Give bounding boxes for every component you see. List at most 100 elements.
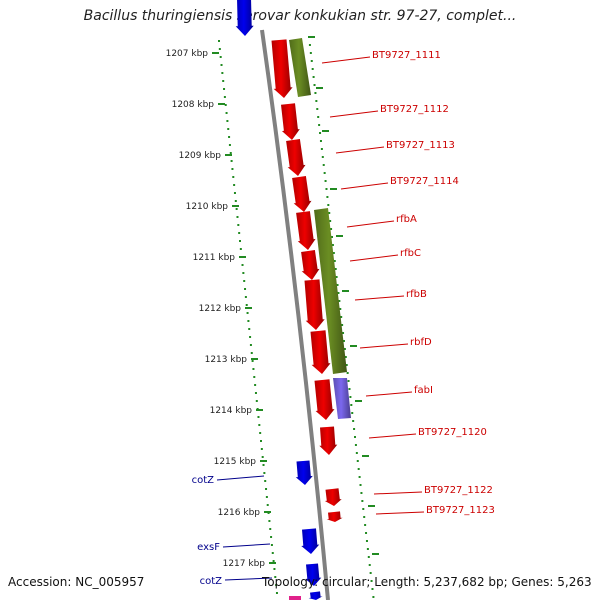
outer-dot <box>326 196 329 198</box>
scale-dot <box>254 384 257 386</box>
outer-dot <box>355 452 358 454</box>
scale-dot <box>223 96 226 98</box>
scale-dot <box>250 352 253 354</box>
outer-dot <box>332 252 335 254</box>
outer-dot <box>310 60 313 62</box>
outer-tick <box>355 400 362 402</box>
outer-dot <box>331 236 333 238</box>
scale-dot <box>255 400 258 402</box>
scale-dot <box>233 192 236 194</box>
gene-arrow <box>326 511 343 522</box>
outer-dot <box>313 84 316 86</box>
gene-arrow <box>324 488 342 506</box>
gene-label: BT9727_1112 <box>380 104 449 115</box>
gene-label: cotZ <box>192 475 215 486</box>
outer-dot <box>323 172 326 174</box>
scale-dot <box>239 248 242 250</box>
outer-tick <box>336 235 343 237</box>
scale-dot <box>249 336 252 338</box>
scale-dot <box>275 592 278 594</box>
kbp-label: 1208 kbp <box>172 100 215 110</box>
label-leader <box>224 577 273 581</box>
scale-dot <box>253 376 256 378</box>
outer-dot <box>354 436 356 438</box>
kbp-label: 1211 kbp <box>193 253 236 263</box>
gene-arrow-blue <box>308 591 323 600</box>
outer-dot <box>322 164 325 166</box>
kbp-tick <box>225 154 232 156</box>
outer-dot <box>371 588 374 590</box>
scale-dot <box>224 104 227 106</box>
outer-dot <box>362 508 365 510</box>
gene-arrow <box>314 379 335 420</box>
scale-dot <box>225 112 228 114</box>
scale-dot <box>222 80 225 82</box>
outer-dot <box>370 580 373 582</box>
kbp-label: 1212 kbp <box>199 304 242 314</box>
accession-text: Accession: NC_005957 <box>8 575 145 589</box>
scale-dot <box>261 456 264 458</box>
scale-dot <box>259 432 262 434</box>
label-leader <box>359 343 409 349</box>
gene-label: rfbC <box>400 248 421 259</box>
outer-dot <box>354 444 357 446</box>
outer-dot <box>347 380 350 382</box>
genome-summary-text: Topology: circular; Length: 5,237,682 bp… <box>262 575 592 589</box>
scale-dot <box>252 368 255 370</box>
outer-dot <box>342 332 345 334</box>
label-leader <box>340 182 389 190</box>
gene-label: BT9727_1123 <box>426 505 495 516</box>
outer-dot <box>328 212 331 214</box>
kbp-tick <box>212 52 219 54</box>
outer-dot <box>319 132 322 134</box>
outer-dot <box>369 572 372 574</box>
outer-scale-ticks <box>308 36 379 598</box>
gene-labels-left: cotZ exsF cotZ <box>192 475 273 587</box>
operon-bar <box>289 38 311 97</box>
outer-dot <box>324 180 327 182</box>
kbp-scale-ticks <box>218 40 278 594</box>
label-leader <box>365 391 413 397</box>
outer-dot <box>356 460 359 462</box>
kbp-label: 1213 kbp <box>205 355 248 365</box>
outer-dot <box>343 348 346 350</box>
kbp-tick <box>239 256 246 258</box>
kbp-tick <box>264 511 271 513</box>
outer-dot <box>329 220 332 222</box>
scale-dot <box>226 120 229 122</box>
outer-dot <box>342 340 345 342</box>
scale-dot <box>243 280 246 282</box>
gene-label: BT9727_1120 <box>418 427 487 438</box>
gene-arrow <box>310 330 331 374</box>
gene-arrow-blue <box>235 0 254 36</box>
scale-dot <box>265 488 268 490</box>
outer-dot <box>337 292 340 294</box>
kbp-tick <box>260 460 267 462</box>
gene-label: fabI <box>414 385 433 396</box>
outer-dot <box>330 228 333 230</box>
scale-dot <box>242 272 245 274</box>
outer-dot <box>349 396 352 398</box>
scale-dot <box>235 208 238 210</box>
outer-dot <box>319 140 322 142</box>
outer-dot <box>339 308 342 310</box>
scale-dot <box>232 176 235 178</box>
scale-dot <box>231 168 234 170</box>
kbp-tick <box>256 409 263 411</box>
gene-arrow <box>301 250 320 280</box>
outer-dot <box>372 596 375 598</box>
scale-dot <box>265 496 268 498</box>
scale-dot <box>244 288 247 290</box>
outer-dot <box>308 44 311 46</box>
operon-bar <box>333 378 351 419</box>
outer-dot <box>320 148 323 150</box>
kbp-label: 1210 kbp <box>186 202 229 212</box>
label-leader <box>354 295 405 301</box>
outer-dot <box>358 476 361 478</box>
kbp-label: 1216 kbp <box>218 508 261 518</box>
scale-dot <box>257 416 260 418</box>
outer-dot <box>334 268 337 270</box>
outer-tick <box>322 130 329 132</box>
outer-tick <box>342 290 349 292</box>
label-leader <box>321 56 371 64</box>
